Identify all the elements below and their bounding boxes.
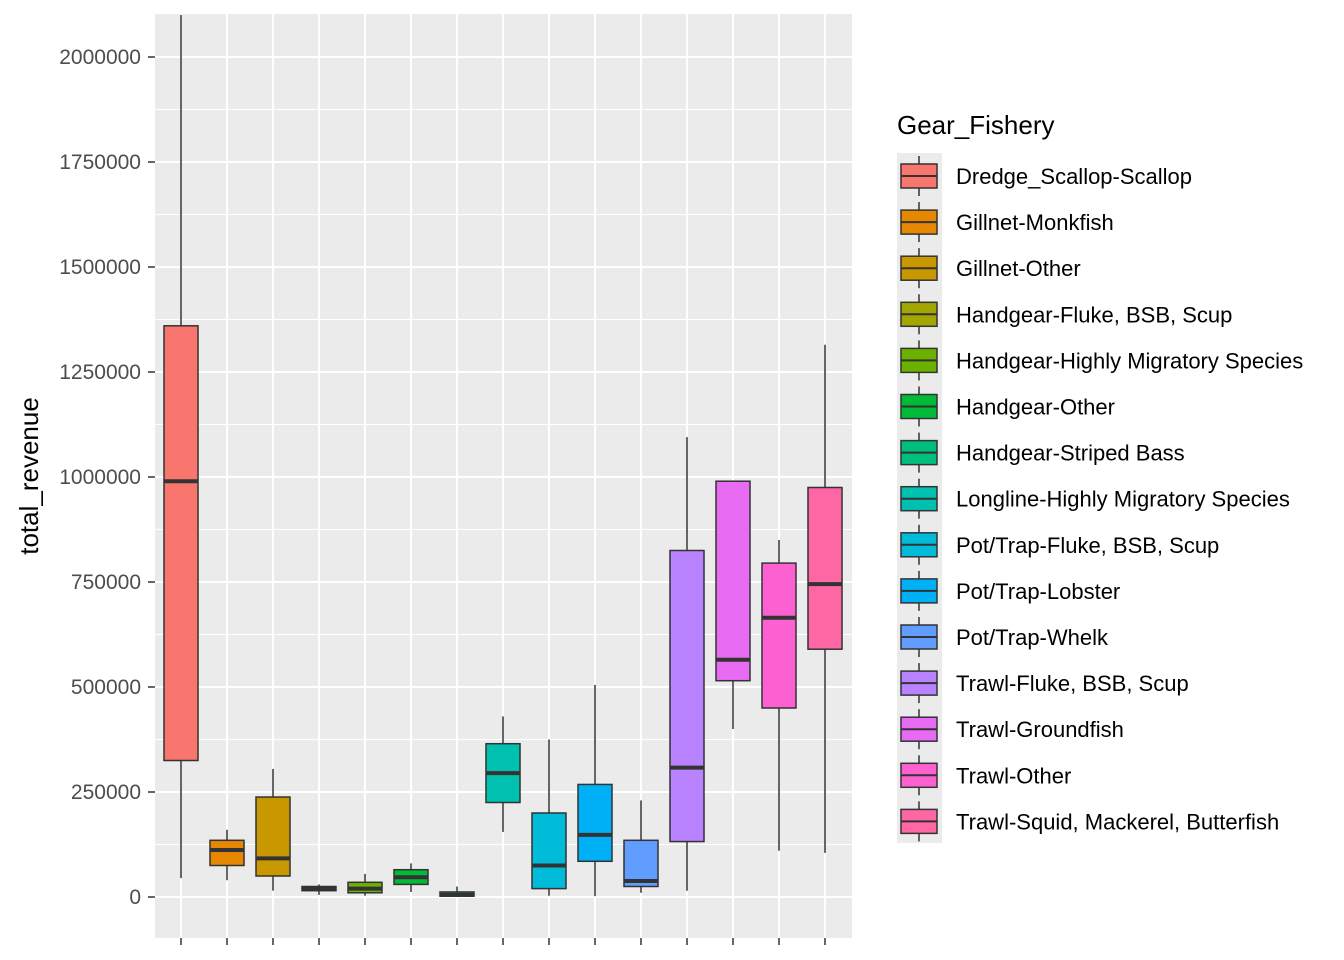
- legend-label: Gillnet-Monkfish: [956, 210, 1114, 235]
- legend-label: Handgear-Striped Bass: [956, 441, 1185, 466]
- legend-label: Handgear-Highly Migratory Species: [956, 348, 1303, 373]
- y-axis: 0 250000 500000 750000 1000000 1250000 1500000…: [59, 46, 155, 909]
- legend-label: Handgear-Other: [956, 395, 1115, 420]
- y-tick-label: 2000000: [59, 46, 141, 69]
- box-handgear-other: [393, 863, 429, 892]
- legend-title: Gear_Fishery: [897, 110, 1055, 140]
- legend-item: Trawl-Other: [900, 755, 1071, 796]
- y-axis-title: total_revenue: [14, 397, 44, 555]
- y-tick-label: 1250000: [59, 361, 141, 384]
- legend-item: Trawl-Fluke, BSB, Scup: [900, 663, 1189, 704]
- legend-label: Gillnet-Other: [956, 256, 1081, 281]
- box-trawl-squid-mackerel-butterfish: [807, 344, 843, 853]
- legend-item: Gillnet-Other: [900, 248, 1081, 289]
- legend-item: Handgear-Highly Migratory Species: [900, 340, 1303, 381]
- legend-label: Dredge_Scallop-Scallop: [956, 164, 1192, 189]
- box-handgear-highly-migratory-species: [347, 873, 383, 896]
- legend-label: Pot/Trap-Whelk: [956, 625, 1109, 650]
- legend-label: Handgear-Fluke, BSB, Scup: [956, 302, 1232, 327]
- box-rect: [623, 839, 659, 888]
- box-rect: [715, 480, 751, 682]
- y-tick-label: 250000: [71, 781, 141, 804]
- legend-label: Pot/Trap-Fluke, BSB, Scup: [956, 533, 1219, 558]
- box-gillnet-other: [255, 768, 291, 891]
- box-handgear-striped-bass: [439, 886, 475, 897]
- legend-label: Pot/Trap-Lobster: [956, 579, 1120, 604]
- legend-item: Trawl-Squid, Mackerel, Butterfish: [900, 801, 1279, 842]
- legend-item: Pot/Trap-Fluke, BSB, Scup: [900, 524, 1219, 565]
- box-rect: [209, 839, 245, 867]
- y-tick-label: 1750000: [59, 151, 141, 174]
- box-pot-trap-fluke-bsb-scup: [531, 739, 567, 896]
- box-pot-trap-lobster: [577, 684, 613, 897]
- boxes: [163, 15, 843, 897]
- y-tick-label: 1000000: [59, 466, 141, 489]
- box-rect: [577, 783, 613, 863]
- legend-item: Handgear-Striped Bass: [900, 432, 1185, 473]
- legend-label: Longline-Highly Migratory Species: [956, 487, 1290, 512]
- y-tick-label: 750000: [71, 571, 141, 594]
- y-tick-label: 0: [129, 886, 141, 909]
- legend-label: Trawl-Groundfish: [956, 717, 1124, 742]
- box-pot-trap-whelk: [623, 800, 659, 893]
- box-handgear-fluke-bsb-scup: [301, 884, 337, 895]
- box-rect: [807, 486, 843, 650]
- legend-item: Gillnet-Monkfish: [900, 202, 1114, 243]
- box-gillnet-monkfish: [209, 829, 245, 881]
- legend-items: Dredge_Scallop-Scallop Gillnet-Monkfish Gi…: [900, 156, 1303, 842]
- y-tick-label: 500000: [71, 676, 141, 699]
- legend-item: Handgear-Fluke, BSB, Scup: [900, 294, 1232, 335]
- x-axis: [180, 938, 826, 945]
- box-rect: [761, 562, 797, 709]
- box-trawl-other: [761, 540, 797, 851]
- box-dredge-scallop-scallop: [163, 15, 199, 879]
- legend-label: Trawl-Squid, Mackerel, Butterfish: [956, 809, 1279, 834]
- box-trawl-fluke-bsb-scup: [669, 437, 705, 891]
- legend-item: Longline-Highly Migratory Species: [900, 478, 1290, 519]
- legend-item: Handgear-Other: [900, 386, 1115, 427]
- y-tick-label: 1500000: [59, 256, 141, 279]
- legend-label: Trawl-Fluke, BSB, Scup: [956, 671, 1189, 696]
- box-trawl-groundfish: [715, 480, 751, 729]
- legend-item: Dredge_Scallop-Scallop: [900, 156, 1192, 196]
- legend-item: Pot/Trap-Whelk: [900, 617, 1109, 657]
- box-rect: [163, 325, 199, 762]
- box-longline-highly-migratory-species: [485, 716, 521, 832]
- legend-label: Trawl-Other: [956, 763, 1071, 788]
- box-rect: [255, 796, 291, 877]
- box-rect: [531, 812, 567, 890]
- legend-item: Trawl-Groundfish: [900, 709, 1124, 750]
- legend: Gear_Fishery Dredge_Scallop-Scallop Gilln…: [897, 110, 1303, 843]
- box-rect: [669, 549, 705, 843]
- legend-item: Pot/Trap-Lobster: [900, 570, 1120, 611]
